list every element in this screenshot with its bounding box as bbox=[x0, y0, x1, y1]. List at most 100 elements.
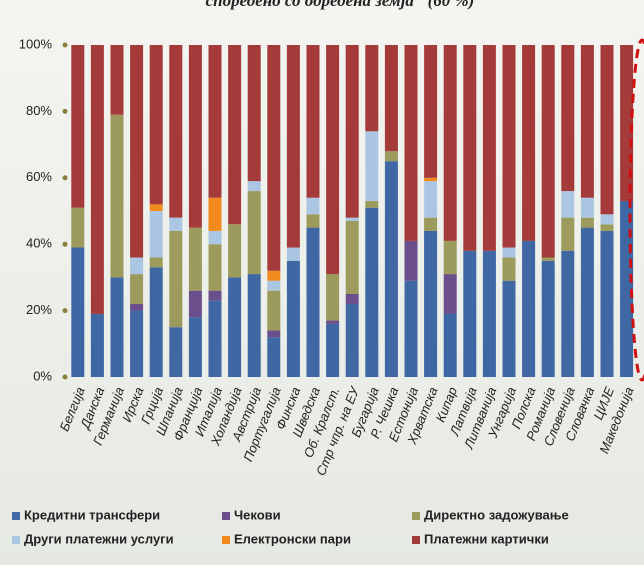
bar-segment bbox=[90, 313, 104, 377]
bar-segment bbox=[541, 257, 555, 261]
bar-segment bbox=[600, 224, 614, 231]
bar-segment bbox=[286, 260, 300, 377]
bar-segment bbox=[169, 217, 183, 231]
y-tick-label: 20% bbox=[26, 302, 52, 317]
bar-segment bbox=[149, 211, 163, 258]
bar-segment bbox=[463, 250, 477, 377]
legend-swatch bbox=[412, 536, 420, 544]
legend-label: Директно задожување bbox=[424, 507, 569, 522]
y-tick-label: 80% bbox=[26, 103, 52, 118]
bar-segment bbox=[71, 207, 85, 248]
bar-segment bbox=[208, 244, 222, 291]
legend-label: Платежни картички bbox=[424, 531, 549, 546]
bar-segment bbox=[404, 240, 418, 281]
bar-segment bbox=[228, 45, 242, 225]
y-tick-mark bbox=[62, 108, 68, 114]
bar-segment bbox=[443, 313, 457, 377]
bar-segment bbox=[149, 257, 163, 268]
bar-segment bbox=[482, 45, 496, 251]
bar-segment bbox=[306, 45, 320, 198]
bar-segment bbox=[620, 201, 634, 377]
y-tick-mark bbox=[62, 374, 68, 380]
bar-segment bbox=[208, 230, 222, 245]
bar-segment bbox=[188, 290, 202, 318]
bar-segment bbox=[188, 227, 202, 291]
bar-segment bbox=[404, 45, 418, 241]
bar-segment bbox=[208, 290, 222, 301]
bar-segment bbox=[443, 274, 457, 314]
bar-segment bbox=[502, 280, 516, 377]
bar-segment bbox=[580, 197, 594, 218]
bar-segment bbox=[286, 247, 300, 261]
y-tick-label: 0% bbox=[33, 368, 52, 383]
bar-segment bbox=[580, 45, 594, 198]
bar-segment bbox=[424, 217, 438, 231]
bar-segment bbox=[345, 45, 359, 218]
bar-segment bbox=[424, 177, 438, 182]
legend-label: Електронски пари bbox=[234, 531, 351, 546]
bar-segment bbox=[130, 310, 144, 377]
y-tick-mark bbox=[62, 175, 68, 181]
bar-segment bbox=[130, 257, 144, 275]
chart-title: споредено со одредена земја" (60 %) bbox=[206, 0, 475, 10]
bar-segment bbox=[345, 220, 359, 294]
bar-segment bbox=[365, 131, 379, 202]
bar-segment bbox=[208, 300, 222, 377]
bar-segment bbox=[149, 45, 163, 205]
bar-segment bbox=[130, 274, 144, 304]
bar-segment bbox=[326, 45, 340, 275]
bar-segment bbox=[541, 260, 555, 377]
bar-segment bbox=[306, 214, 320, 228]
legend-swatch bbox=[12, 536, 20, 544]
bar-segment bbox=[384, 151, 398, 162]
bar-segment bbox=[267, 337, 281, 377]
bar-segment bbox=[267, 45, 281, 271]
bar-segment bbox=[561, 45, 575, 192]
legend-label: Кредитни трансфери bbox=[24, 507, 160, 522]
bar-segment bbox=[188, 45, 202, 228]
bar-segment bbox=[326, 320, 340, 324]
bar-segment bbox=[561, 191, 575, 218]
bar-segment bbox=[188, 317, 202, 377]
bar-segment bbox=[443, 45, 457, 241]
y-tick-label: 60% bbox=[26, 169, 52, 184]
y-tick-mark bbox=[62, 42, 68, 48]
legend-swatch bbox=[222, 512, 230, 520]
bar-segment bbox=[561, 217, 575, 251]
bar-segment bbox=[286, 45, 300, 248]
highlight-ellipse bbox=[628, 38, 644, 382]
bar-segment bbox=[463, 45, 477, 251]
bar-segment bbox=[130, 45, 144, 258]
bar-segment bbox=[169, 45, 183, 218]
bar-segment bbox=[208, 197, 222, 231]
y-tick-mark bbox=[62, 308, 68, 314]
bar-segment bbox=[600, 214, 614, 225]
bar-segment bbox=[482, 250, 496, 377]
legend-swatch bbox=[222, 536, 230, 544]
bar-segment bbox=[326, 274, 340, 321]
bar-segment bbox=[424, 181, 438, 218]
bar-segment bbox=[502, 45, 516, 248]
y-tick-mark bbox=[62, 241, 68, 247]
bar-segment bbox=[600, 230, 614, 377]
bar-segment bbox=[169, 327, 183, 377]
bar-segment bbox=[149, 204, 163, 211]
bar-segment bbox=[267, 290, 281, 331]
bar-segment bbox=[424, 230, 438, 377]
bar-segment bbox=[561, 250, 575, 377]
bar-segment bbox=[522, 45, 536, 241]
bar-segment bbox=[345, 303, 359, 377]
bar-segment bbox=[149, 267, 163, 377]
bar-segment bbox=[404, 280, 418, 377]
bar-segment bbox=[580, 217, 594, 228]
bar-segment bbox=[247, 191, 261, 275]
bar-segment bbox=[443, 240, 457, 275]
bar-segment bbox=[306, 227, 320, 377]
bar-segment bbox=[345, 217, 359, 221]
bar-segment bbox=[345, 294, 359, 304]
bar-segment bbox=[228, 277, 242, 377]
bar-segment bbox=[169, 230, 183, 328]
bar-segment bbox=[522, 240, 536, 377]
bar-segment bbox=[110, 45, 124, 115]
